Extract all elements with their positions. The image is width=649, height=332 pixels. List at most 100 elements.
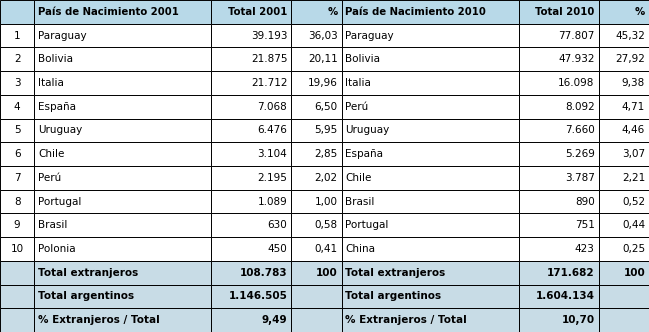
Bar xyxy=(519,166,598,190)
Bar xyxy=(212,142,291,166)
Text: 1,00: 1,00 xyxy=(315,197,337,207)
Bar xyxy=(34,237,212,261)
Text: 1: 1 xyxy=(14,31,20,41)
Bar xyxy=(598,71,649,95)
Bar xyxy=(34,308,212,332)
Bar xyxy=(0,119,34,142)
Bar xyxy=(598,95,649,119)
Bar xyxy=(291,213,341,237)
Bar xyxy=(212,213,291,237)
Text: % Extranjeros / Total: % Extranjeros / Total xyxy=(345,315,467,325)
Text: 47.932: 47.932 xyxy=(558,54,594,64)
Bar xyxy=(598,285,649,308)
Bar xyxy=(34,166,212,190)
Text: 7.660: 7.660 xyxy=(565,125,594,135)
Text: 1.089: 1.089 xyxy=(258,197,288,207)
Text: 20,11: 20,11 xyxy=(308,54,337,64)
Bar xyxy=(598,142,649,166)
Bar xyxy=(341,190,519,213)
Text: Uruguay: Uruguay xyxy=(345,125,389,135)
Text: País de Nacimiento 2010: País de Nacimiento 2010 xyxy=(345,7,486,17)
Text: 2,85: 2,85 xyxy=(314,149,337,159)
Text: 9,38: 9,38 xyxy=(622,78,645,88)
Bar xyxy=(291,0,341,24)
Text: Polonia: Polonia xyxy=(38,244,76,254)
Text: 108.783: 108.783 xyxy=(239,268,288,278)
Bar xyxy=(212,237,291,261)
Text: 0,25: 0,25 xyxy=(622,244,645,254)
Text: 7.068: 7.068 xyxy=(258,102,288,112)
Bar xyxy=(34,142,212,166)
Bar xyxy=(598,261,649,285)
Bar xyxy=(34,47,212,71)
Text: 10: 10 xyxy=(10,244,23,254)
Text: 21.712: 21.712 xyxy=(251,78,288,88)
Text: Portugal: Portugal xyxy=(345,220,389,230)
Bar xyxy=(0,190,34,213)
Text: Total 2010: Total 2010 xyxy=(535,7,594,17)
Text: 450: 450 xyxy=(267,244,288,254)
Text: 3.787: 3.787 xyxy=(565,173,594,183)
Text: Uruguay: Uruguay xyxy=(38,125,82,135)
Text: 4,46: 4,46 xyxy=(622,125,645,135)
Text: 19,96: 19,96 xyxy=(308,78,337,88)
Text: 6,50: 6,50 xyxy=(315,102,337,112)
Bar xyxy=(212,71,291,95)
Bar xyxy=(341,0,519,24)
Text: 0,58: 0,58 xyxy=(315,220,337,230)
Text: Italia: Italia xyxy=(38,78,64,88)
Bar xyxy=(341,166,519,190)
Bar xyxy=(212,0,291,24)
Bar xyxy=(291,142,341,166)
Bar xyxy=(34,95,212,119)
Bar xyxy=(519,190,598,213)
Bar xyxy=(598,0,649,24)
Bar xyxy=(341,213,519,237)
Text: 0,44: 0,44 xyxy=(622,220,645,230)
Bar xyxy=(341,308,519,332)
Bar xyxy=(341,285,519,308)
Text: 7: 7 xyxy=(14,173,20,183)
Text: País de Nacimiento 2001: País de Nacimiento 2001 xyxy=(38,7,179,17)
Text: 8: 8 xyxy=(14,197,20,207)
Bar xyxy=(34,190,212,213)
Text: 171.682: 171.682 xyxy=(547,268,594,278)
Bar xyxy=(212,261,291,285)
Bar xyxy=(0,285,34,308)
Bar xyxy=(341,95,519,119)
Text: Portugal: Portugal xyxy=(38,197,81,207)
Text: 751: 751 xyxy=(575,220,594,230)
Text: Perú: Perú xyxy=(345,102,369,112)
Text: 8.092: 8.092 xyxy=(565,102,594,112)
Text: Chile: Chile xyxy=(38,149,64,159)
Bar xyxy=(34,71,212,95)
Bar xyxy=(519,213,598,237)
Text: Chile: Chile xyxy=(345,173,372,183)
Bar xyxy=(212,285,291,308)
Text: 100: 100 xyxy=(316,268,337,278)
Bar xyxy=(212,95,291,119)
Text: Total argentinos: Total argentinos xyxy=(38,291,134,301)
Text: 9,49: 9,49 xyxy=(262,315,288,325)
Text: 5.269: 5.269 xyxy=(565,149,594,159)
Text: %: % xyxy=(635,7,645,17)
Bar xyxy=(212,24,291,47)
Bar xyxy=(212,190,291,213)
Bar xyxy=(341,24,519,47)
Bar xyxy=(291,24,341,47)
Bar xyxy=(34,24,212,47)
Text: 2,21: 2,21 xyxy=(622,173,645,183)
Bar xyxy=(0,237,34,261)
Bar xyxy=(598,166,649,190)
Bar xyxy=(0,308,34,332)
Bar xyxy=(0,166,34,190)
Text: China: China xyxy=(345,244,376,254)
Bar xyxy=(291,95,341,119)
Bar xyxy=(0,24,34,47)
Bar xyxy=(519,95,598,119)
Bar xyxy=(519,119,598,142)
Text: Paraguay: Paraguay xyxy=(345,31,394,41)
Text: 27,92: 27,92 xyxy=(615,54,645,64)
Bar xyxy=(519,237,598,261)
Bar xyxy=(519,142,598,166)
